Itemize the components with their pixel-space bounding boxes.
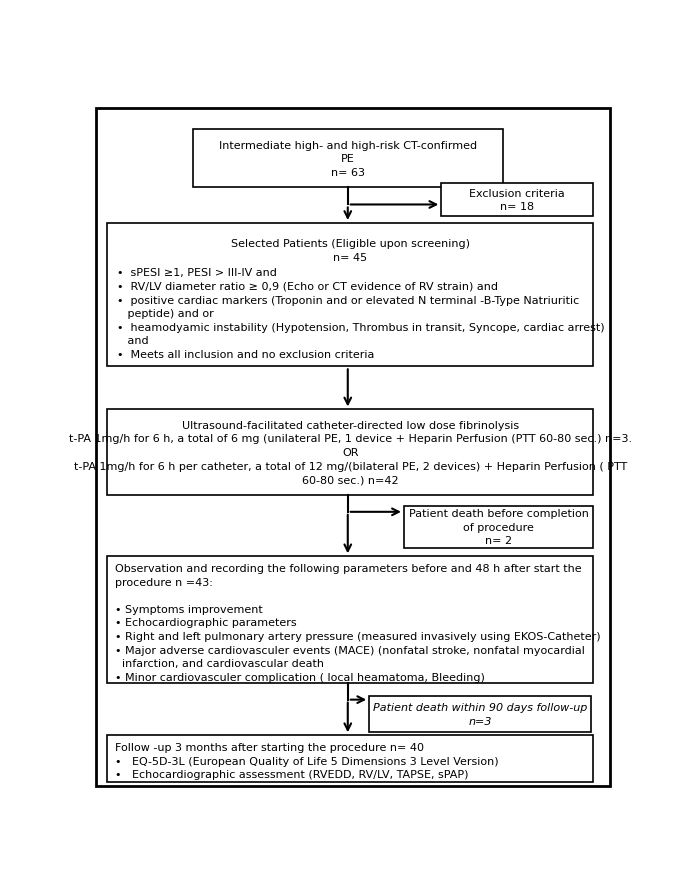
Text: Ultrasound-facilitated catheter-directed low dose fibrinolysis
t-PA 1mg/h for 6 : Ultrasound-facilitated catheter-directed… <box>69 420 632 485</box>
FancyBboxPatch shape <box>107 735 593 781</box>
Text: Patient death before completion
of procedure
n= 2: Patient death before completion of proce… <box>409 509 588 546</box>
FancyBboxPatch shape <box>193 130 503 188</box>
FancyBboxPatch shape <box>107 223 593 367</box>
FancyBboxPatch shape <box>369 696 590 732</box>
Text: Observation and recording the following parameters before and 48 h after start t: Observation and recording the following … <box>116 563 601 682</box>
FancyBboxPatch shape <box>107 556 593 683</box>
Text: Exclusion criteria
n= 18: Exclusion criteria n= 18 <box>469 189 565 213</box>
FancyBboxPatch shape <box>96 109 610 786</box>
FancyBboxPatch shape <box>441 184 593 217</box>
Text: Patient death within 90 days follow-up
n=3: Patient death within 90 days follow-up n… <box>373 703 587 726</box>
FancyBboxPatch shape <box>404 506 593 548</box>
Text: •  sPESI ≥1, PESI > III-IV and
•  RV/LV diameter ratio ≥ 0,9 (Echo or CT evidenc: • sPESI ≥1, PESI > III-IV and • RV/LV di… <box>117 268 605 360</box>
Text: Selected Patients (Eligible upon screening)
n= 45: Selected Patients (Eligible upon screeni… <box>231 238 470 262</box>
Text: Follow -up 3 months after starting the procedure n= 40
•   EQ-5D-3L (European Qu: Follow -up 3 months after starting the p… <box>116 742 499 780</box>
FancyBboxPatch shape <box>107 410 593 495</box>
Text: Intermediate high- and high-risk CT-confirmed
PE
n= 63: Intermediate high- and high-risk CT-conf… <box>218 141 477 178</box>
